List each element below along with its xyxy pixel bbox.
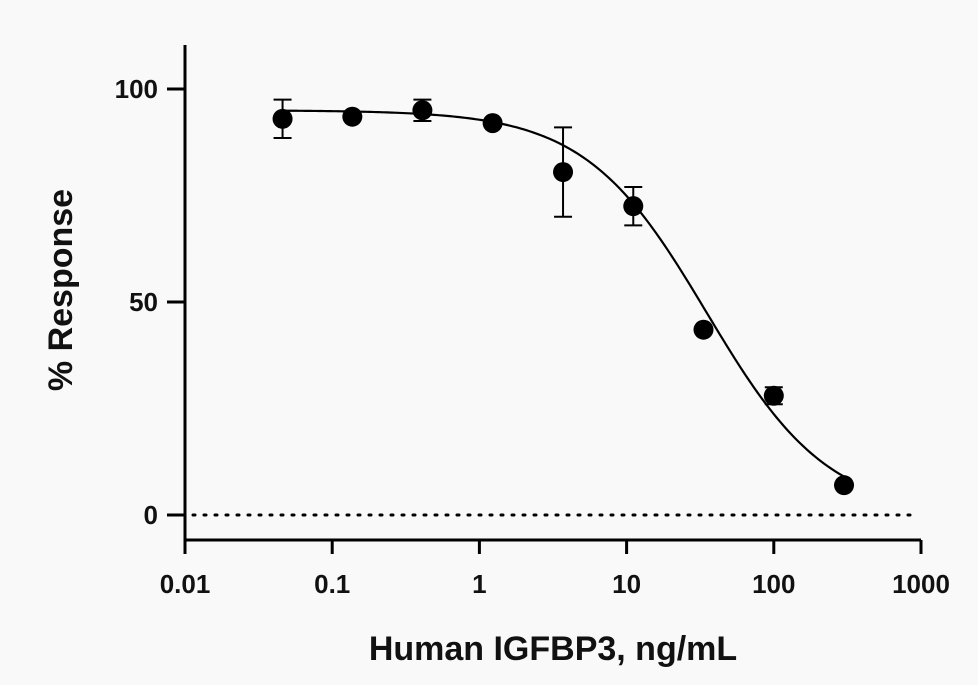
data-point xyxy=(412,100,433,121)
x-tick-label: 10 xyxy=(612,569,641,599)
x-axis-label: Human IGFBP3, ng/mL xyxy=(369,630,737,668)
data-point xyxy=(553,162,574,183)
data-point xyxy=(763,385,784,406)
y-axis-label: % Response xyxy=(42,189,80,391)
data-point xyxy=(482,113,503,134)
data-point xyxy=(623,196,644,217)
data-point xyxy=(342,106,363,127)
data-point xyxy=(834,475,855,496)
x-tick-label: 100 xyxy=(752,569,795,599)
data-point xyxy=(693,319,714,340)
y-tick-label: 50 xyxy=(129,287,158,317)
x-tick-label: 1 xyxy=(472,569,486,599)
data-points xyxy=(272,100,855,496)
axes xyxy=(183,45,921,542)
y-axis-ticks: 0 50 100 xyxy=(115,74,185,530)
x-tick-label: 0.01 xyxy=(160,569,211,599)
error-bars xyxy=(273,98,783,406)
y-tick-label: 0 xyxy=(144,500,158,530)
y-tick-label: 100 xyxy=(115,74,158,104)
x-tick-label: 1000 xyxy=(892,569,950,599)
data-point xyxy=(272,108,293,129)
x-axis-ticks: 0.01 0.1 1 10 100 1000 xyxy=(160,540,950,599)
x-tick-label: 0.1 xyxy=(314,569,350,599)
